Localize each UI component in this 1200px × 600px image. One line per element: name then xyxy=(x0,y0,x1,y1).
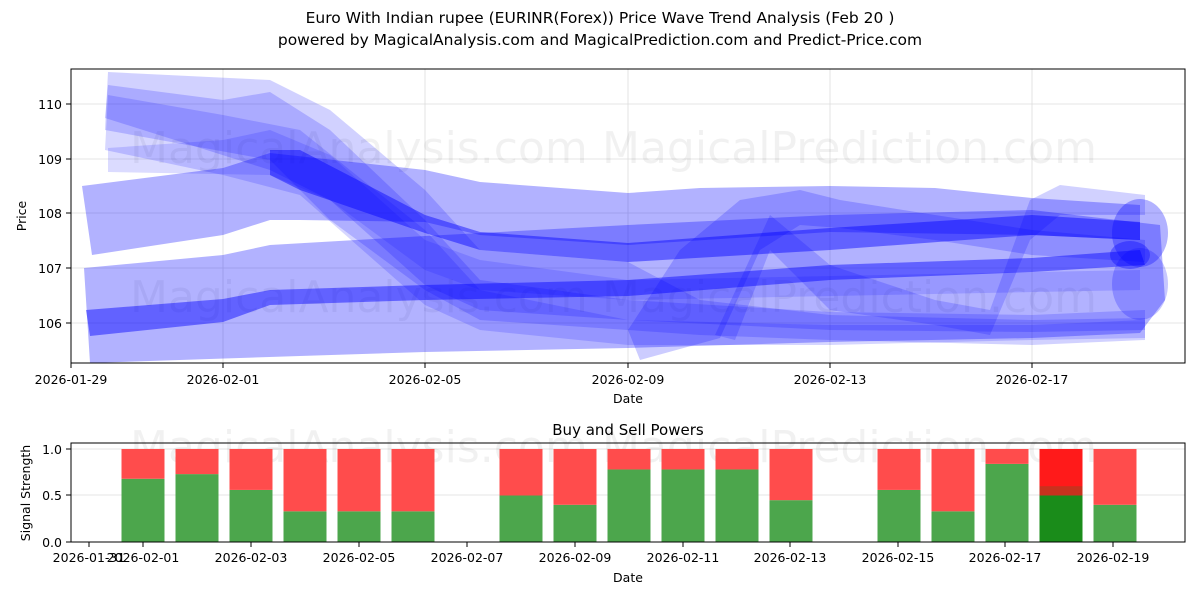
buy-bar xyxy=(229,489,273,542)
price-grid xyxy=(71,69,1185,363)
svg-text:MagicalPrediction.com: MagicalPrediction.com xyxy=(602,272,1097,323)
buy-bar xyxy=(499,495,543,542)
svg-text:2026-02-11: 2026-02-11 xyxy=(647,550,720,565)
buy-sell-bars xyxy=(121,449,1137,542)
buy-sell-y-label: Signal Strength xyxy=(18,445,33,541)
buy-bar xyxy=(931,511,975,542)
svg-text:2026-02-09: 2026-02-09 xyxy=(539,550,612,565)
svg-text:109: 109 xyxy=(38,152,62,167)
sell-bar xyxy=(121,449,165,479)
buy-bar xyxy=(121,478,165,542)
watermark-text: MagicalAnalysis.com MagicalPrediction.co… xyxy=(130,123,1097,323)
svg-text:108: 108 xyxy=(38,206,62,221)
buy-bar xyxy=(175,474,219,542)
buy-bar xyxy=(661,469,705,542)
sell-bar xyxy=(283,449,327,512)
sell-bar xyxy=(391,449,435,512)
sell-bar xyxy=(661,449,705,470)
price-y-axis: 110 109 108 107 106 Price xyxy=(14,97,71,331)
sell-bar xyxy=(337,449,381,512)
svg-text:MagicalPrediction.com: MagicalPrediction.com xyxy=(602,123,1097,174)
sell-bar xyxy=(175,449,219,475)
svg-text:2026-02-07: 2026-02-07 xyxy=(431,550,504,565)
buy-bar xyxy=(283,511,327,542)
buy-bar xyxy=(1093,504,1137,542)
overlap-band xyxy=(1039,486,1083,496)
svg-text:106: 106 xyxy=(38,316,62,331)
buy-sell-title: Buy and Sell Powers xyxy=(552,421,704,439)
svg-text:2026-02-01: 2026-02-01 xyxy=(187,372,260,387)
sell-bar xyxy=(553,449,597,505)
svg-text:2026-01-31: 2026-01-31 xyxy=(53,550,126,565)
svg-text:110: 110 xyxy=(38,97,62,112)
svg-text:107: 107 xyxy=(38,261,62,276)
buy-bar xyxy=(553,504,597,542)
sell-bar xyxy=(769,449,813,501)
buy-bar xyxy=(715,469,759,542)
svg-text:1.0: 1.0 xyxy=(42,442,62,457)
buy-bar xyxy=(769,500,813,542)
buy-bar xyxy=(391,511,435,542)
svg-text:0.0: 0.0 xyxy=(42,535,62,550)
svg-text:2026-02-05: 2026-02-05 xyxy=(389,372,462,387)
svg-text:2026-02-05: 2026-02-05 xyxy=(323,550,396,565)
price-x-label: Date xyxy=(613,391,643,406)
svg-text:2026-02-13: 2026-02-13 xyxy=(754,550,827,565)
sell-bar xyxy=(1093,449,1137,505)
chart-subtitle: powered by MagicalAnalysis.com and Magic… xyxy=(277,31,923,49)
svg-text:2026-02-13: 2026-02-13 xyxy=(794,372,867,387)
buy-sell-x-label: Date xyxy=(613,570,643,585)
svg-text:2026-02-17: 2026-02-17 xyxy=(996,372,1069,387)
svg-text:2026-02-03: 2026-02-03 xyxy=(215,550,288,565)
buy-sell-chart: Buy and Sell Powers MagicalAnalysis.com … xyxy=(18,421,1186,585)
sell-bar xyxy=(877,449,921,490)
price-y-label: Price xyxy=(14,200,29,231)
buy-bar xyxy=(607,469,651,542)
svg-text:2026-02-01: 2026-02-01 xyxy=(107,550,180,565)
svg-text:MagicalAnalysis.com: MagicalAnalysis.com xyxy=(130,123,588,174)
svg-text:2026-02-19: 2026-02-19 xyxy=(1077,550,1150,565)
sell-bar xyxy=(715,449,759,470)
chart-title: Euro With Indian rupee (EURINR(Forex)) P… xyxy=(305,9,895,27)
sell-bar xyxy=(607,449,651,470)
buy-sell-x-axis: 2026-01-31 2026-02-01 2026-02-03 2026-02… xyxy=(53,542,1150,585)
buy-bar xyxy=(1039,495,1083,542)
svg-text:2026-02-15: 2026-02-15 xyxy=(862,550,935,565)
buy-bar xyxy=(877,489,921,542)
buy-sell-plot-frame xyxy=(70,442,1186,543)
svg-text:2026-01-29: 2026-01-29 xyxy=(35,372,108,387)
sell-bar xyxy=(499,449,543,496)
sell-bar xyxy=(229,449,273,490)
price-chart: MagicalAnalysis.com MagicalPrediction.co… xyxy=(14,68,1186,406)
svg-text:2026-02-09: 2026-02-09 xyxy=(592,372,665,387)
svg-text:2026-02-17: 2026-02-17 xyxy=(969,550,1042,565)
sell-bar xyxy=(931,449,975,512)
price-x-axis: 2026-01-29 2026-02-01 2026-02-05 2026-02… xyxy=(35,363,1069,406)
sell-bar xyxy=(985,449,1029,464)
buy-bar xyxy=(337,511,381,542)
svg-text:MagicalAnalysis.com: MagicalAnalysis.com xyxy=(130,272,588,323)
buy-sell-y-axis: 0.0 0.5 1.0 Signal Strength xyxy=(18,442,71,550)
price-waves xyxy=(82,72,1168,363)
svg-text:0.5: 0.5 xyxy=(42,488,62,503)
buy-bar xyxy=(985,463,1029,542)
